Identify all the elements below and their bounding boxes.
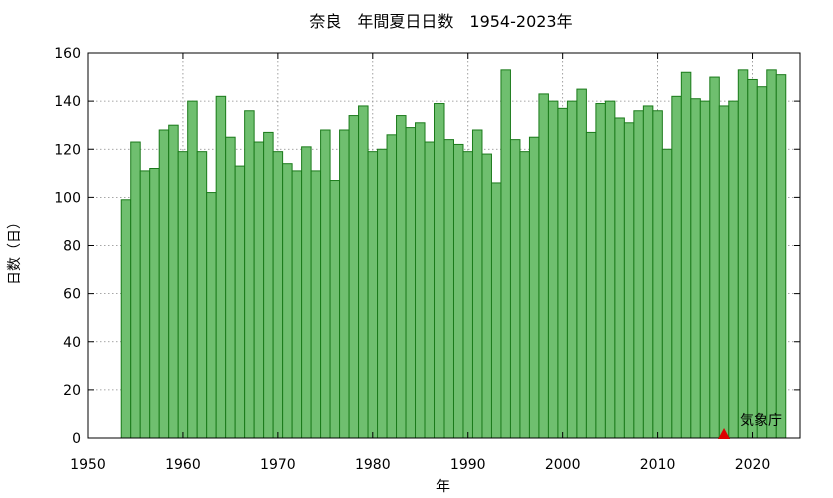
bar-1989 (452, 143, 464, 439)
bar-2006 (614, 117, 625, 439)
x-tick-label: 1980 (355, 457, 391, 473)
bar-1991 (471, 129, 483, 439)
bar-1960 (177, 151, 189, 439)
y-tick-label: 100 (54, 190, 81, 206)
x-axis-label: 年 (436, 479, 450, 495)
bar-1955 (130, 141, 141, 439)
y-tick-label: 0 (72, 431, 81, 447)
bar-1972 (291, 170, 303, 439)
bar-1992 (481, 153, 492, 439)
bar-1981 (377, 148, 388, 439)
x-tick-label: 2010 (640, 457, 676, 473)
x-tick-label: 2000 (545, 457, 581, 473)
bar-1975 (320, 129, 331, 439)
bar-1990 (462, 151, 473, 439)
bar-1996 (519, 151, 530, 439)
bar-2005 (604, 100, 616, 439)
bar-2021 (756, 86, 768, 439)
bar-2016 (709, 76, 720, 439)
bar-2019 (737, 69, 749, 439)
bar-series (120, 69, 787, 439)
x-tick-label: 1950 (70, 457, 106, 473)
bar-1999 (547, 100, 559, 439)
bar-1967 (244, 110, 255, 439)
bar-2018 (728, 100, 739, 439)
bar-1958 (158, 129, 170, 439)
bar-2023 (775, 74, 787, 439)
y-axis-label: 日数（日） (7, 215, 23, 285)
bar-1979 (358, 105, 369, 439)
bar-2012 (671, 95, 682, 439)
bar-1995 (509, 139, 521, 439)
bar-1980 (367, 151, 379, 439)
bar-2001 (566, 100, 578, 439)
y-tick-label: 20 (63, 383, 81, 399)
bar-1978 (348, 115, 360, 439)
bar-1961 (187, 100, 198, 439)
y-tick-label: 60 (63, 287, 81, 303)
bar-1997 (528, 136, 540, 439)
source-annotation: 気象庁 (740, 413, 782, 429)
bar-1977 (339, 129, 350, 439)
x-tick-label: 2020 (735, 457, 771, 473)
bar-1965 (225, 136, 236, 439)
bar-1966 (234, 165, 246, 439)
bar-2003 (585, 131, 597, 439)
bar-1963 (206, 192, 217, 439)
bar-1969 (263, 131, 274, 439)
bar-2022 (766, 69, 777, 439)
bar-1994 (500, 69, 511, 439)
bar-1985 (415, 122, 426, 439)
bar-2017 (718, 105, 730, 439)
bar-1976 (329, 180, 341, 439)
bar-1970 (272, 151, 284, 439)
bar-2002 (576, 88, 587, 439)
bar-2004 (595, 103, 606, 439)
bar-1973 (301, 146, 312, 439)
x-tick-label: 1960 (165, 457, 201, 473)
y-axis-ticks: 0 20 40 60 80 100 120 140 160 (54, 46, 800, 447)
y-tick-label: 120 (54, 142, 81, 158)
bar-1954 (120, 199, 132, 439)
bar-2007 (623, 122, 635, 439)
bar-1987 (434, 103, 445, 439)
bar-1959 (168, 124, 179, 439)
bar-1962 (196, 151, 208, 439)
bar-2020 (747, 78, 758, 439)
y-tick-label: 40 (63, 335, 81, 351)
bar-1982 (386, 134, 398, 439)
source-marker-icon (718, 428, 731, 439)
bar-1993 (490, 182, 502, 439)
bar-1968 (253, 141, 265, 439)
y-tick-label: 80 (63, 239, 81, 255)
bar-1956 (139, 170, 151, 439)
bar-2013 (680, 71, 692, 439)
bar-2008 (633, 110, 644, 439)
x-tick-label: 1990 (450, 457, 486, 473)
bar-1986 (424, 141, 436, 439)
bar-2015 (699, 100, 711, 439)
x-tick-label: 1970 (260, 457, 296, 473)
bar-1998 (538, 93, 549, 439)
bar-1964 (215, 95, 227, 439)
bar-1984 (405, 127, 417, 439)
bar-1988 (443, 139, 454, 439)
bar-2010 (652, 110, 663, 439)
y-tick-label: 140 (54, 94, 81, 110)
bar-2009 (642, 105, 654, 439)
chart-title: 奈良 年間夏日日数 1954-2023年 (309, 12, 572, 31)
bar-1974 (310, 170, 322, 439)
bar-1983 (396, 115, 407, 439)
bar-2000 (557, 107, 568, 439)
bar-1957 (149, 168, 160, 439)
bar-2014 (690, 98, 701, 439)
bar-2011 (661, 148, 673, 439)
y-tick-label: 160 (54, 46, 81, 62)
bar-1971 (282, 163, 293, 439)
x-axis-ticks: 1950 1960 1970 1980 1990 2000 2010 2020 (70, 53, 770, 473)
